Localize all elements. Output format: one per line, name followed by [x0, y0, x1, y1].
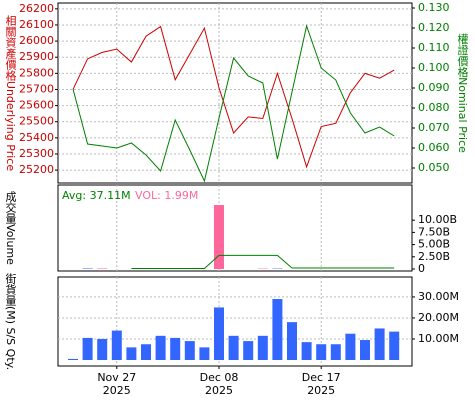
- x-tick-year: 2025: [205, 384, 233, 397]
- y-tick-label: 25900: [19, 50, 54, 63]
- y-tick-label: 26200: [19, 2, 54, 15]
- y-tick-label: 25800: [19, 66, 54, 79]
- y2-axis-label: 權證價格Nominal Price: [456, 33, 469, 153]
- bar: [272, 299, 283, 360]
- y-tick-label: 25200: [19, 163, 54, 176]
- y2-tick-label: 7.50B: [418, 225, 450, 238]
- y-tick-label: 25300: [19, 147, 54, 160]
- y2-tick-label: 0.090: [418, 81, 450, 94]
- y2-tick-label: 0.060: [418, 141, 450, 154]
- y2-tick-label: 0.130: [418, 1, 450, 14]
- panel: [57, 184, 413, 272]
- x-tick-label: Dec 17: [302, 371, 341, 384]
- bar: [82, 337, 93, 360]
- bar: [214, 307, 224, 360]
- y2-tick-label: 30.00M: [418, 290, 459, 303]
- y2-tick-label: 10.00B: [418, 213, 457, 226]
- y2-tick-label: 0.110: [418, 41, 450, 54]
- y2-tick-label: 2.50B: [418, 250, 450, 263]
- bar: [155, 335, 166, 360]
- bar: [214, 205, 224, 269]
- bar: [345, 333, 356, 360]
- bar: [170, 337, 181, 360]
- y2-tick-label: 20.00M: [418, 311, 459, 324]
- line-series: [72, 25, 395, 169]
- y2-tick-label: 0.050: [418, 161, 450, 174]
- x-tick-year: 2025: [307, 384, 335, 397]
- bar: [68, 358, 78, 360]
- y-tick-label: 26000: [19, 34, 54, 47]
- bar: [243, 341, 254, 360]
- bar: [374, 328, 385, 360]
- bar: [126, 347, 137, 360]
- annotation: VOL: 1.99M: [135, 189, 198, 202]
- bar: [184, 341, 195, 360]
- line-series: [72, 24, 395, 183]
- y-tick-label: 26100: [19, 18, 54, 31]
- y-tick-label: 25700: [19, 82, 54, 95]
- bar: [97, 338, 108, 360]
- y-tick-label: 25600: [19, 99, 54, 112]
- y2-tick-label: 5.00B: [418, 238, 450, 251]
- x-tick-year: 2025: [103, 384, 131, 397]
- y2-tick-label: 0.080: [418, 101, 450, 114]
- bar: [141, 344, 151, 360]
- bar: [301, 342, 312, 360]
- y-tick-label: 25400: [19, 131, 54, 144]
- bar: [287, 322, 297, 360]
- y2-tick-label: 0.120: [418, 21, 450, 34]
- bar: [199, 347, 210, 360]
- bar: [316, 344, 327, 360]
- panel: [57, 2, 413, 184]
- y2-tick-label: 0: [418, 262, 425, 275]
- bar: [330, 344, 341, 360]
- x-tick-label: Nov 27: [97, 371, 136, 384]
- y-axis-label: 成交量Volume: [4, 191, 17, 265]
- y-axis-label: 相關資產價格Underlying Price: [4, 15, 17, 172]
- bar: [111, 330, 122, 360]
- bar: [360, 340, 370, 360]
- bar: [257, 335, 268, 360]
- annotation: Avg: 37.11M: [62, 189, 131, 202]
- x-tick-label: Dec 08: [200, 371, 239, 384]
- line-series: [131, 254, 395, 270]
- y2-tick-label: 0.070: [418, 121, 450, 134]
- y2-tick-label: 0.100: [418, 61, 450, 74]
- y2-tick-label: 10.00M: [418, 332, 459, 345]
- bar: [389, 331, 400, 360]
- bar: [228, 335, 239, 360]
- y-tick-label: 25500: [19, 115, 54, 128]
- y-axis-label: 街貨量(M) S/S Qty.: [4, 272, 17, 370]
